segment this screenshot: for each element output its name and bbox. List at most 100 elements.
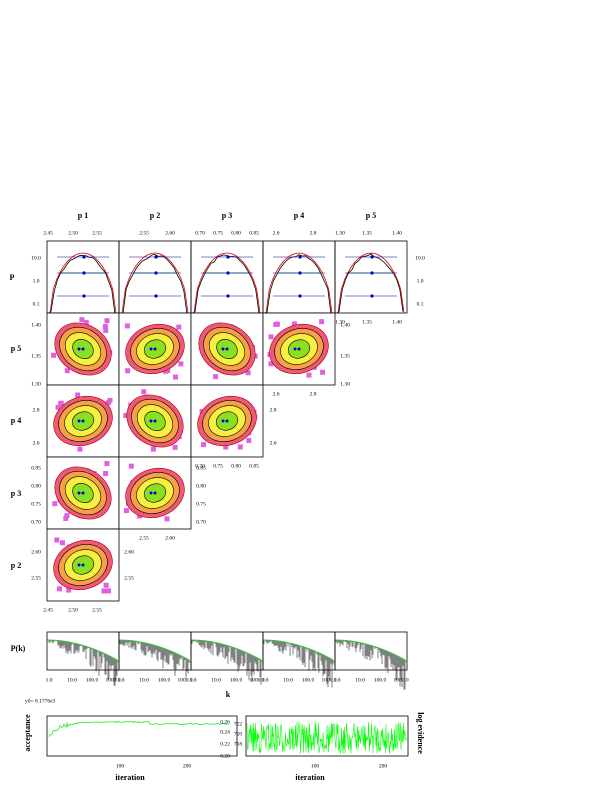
sample-cell <box>141 389 147 395</box>
pk-model <box>46 639 120 663</box>
sample-cell <box>77 446 83 452</box>
best-point <box>297 347 301 351</box>
bottom-tick-label: 2.8 <box>310 391 317 397</box>
y-tick-label: 0.75 <box>31 501 41 507</box>
mean-point <box>149 347 153 351</box>
top-tick-label: 2.50 <box>68 230 78 236</box>
top-tick-label: 0.80 <box>231 230 241 236</box>
y-tick-label: 10.0 <box>31 255 41 261</box>
y-tick-label: 2.60 <box>31 549 41 555</box>
marginal-curve <box>264 252 333 314</box>
pk-panel <box>118 631 192 678</box>
pk-tick-label: 10.0 <box>139 677 149 683</box>
marginal-panel <box>262 240 336 315</box>
best-point <box>81 347 85 351</box>
interval-point <box>82 294 86 298</box>
sample-cell <box>128 463 134 469</box>
column-title: p 5 <box>366 211 376 220</box>
interval-point <box>370 255 374 259</box>
y-tick-label: 720 <box>234 731 243 737</box>
marginal-panel <box>118 240 192 315</box>
pk-label: P(k) <box>11 644 26 653</box>
panel-frame <box>118 456 192 530</box>
pk-tick-label: 1.0 <box>334 677 341 683</box>
sample-cell <box>125 368 131 374</box>
sample-cell <box>103 471 109 477</box>
marginal-curve <box>336 252 405 314</box>
top-tick-label: 1.30 <box>335 230 345 236</box>
sample-cell <box>104 461 110 467</box>
y-tick-label-right: 0.85 <box>196 465 206 471</box>
panel-frame <box>46 715 238 757</box>
y-tick-label: 0.1 <box>33 301 40 307</box>
pk-tick-label: 1.0 <box>118 677 125 683</box>
sample-cell <box>104 318 110 324</box>
sample-cell <box>58 401 64 407</box>
top-tick-label: 2.55 <box>92 230 102 236</box>
contour-panel <box>118 312 192 386</box>
y-tick-label: 0.80 <box>31 483 41 489</box>
bottom-tick-label: 1.35 <box>362 319 372 325</box>
pk-tick-label: 100.0 <box>158 677 171 683</box>
pk-tick-label: 1.0 <box>190 677 197 683</box>
sample-cell <box>176 324 182 330</box>
x-label: iteration <box>115 773 145 782</box>
y-tick-label-right: 0.1 <box>417 301 424 307</box>
evidence-trace <box>246 721 407 755</box>
mean-point <box>149 419 153 423</box>
sample-cell <box>59 540 65 546</box>
marginal-panel <box>334 240 408 314</box>
sample-cell <box>150 446 156 452</box>
mean-point <box>221 419 225 423</box>
y-tick-label-right: 2.8 <box>270 407 277 413</box>
row-label: P <box>10 273 15 282</box>
y-tick-label-right: 0.80 <box>196 483 206 489</box>
top-tick-label: 0.70 <box>195 230 205 236</box>
pk-model <box>118 639 192 663</box>
sample-cell <box>54 537 60 543</box>
y-tick-label: 0.26 <box>220 719 230 725</box>
pk-tick-label: 1.0 <box>262 677 269 683</box>
y-tick-label: 718 <box>234 741 243 747</box>
y-tick-label: 2.55 <box>31 575 41 581</box>
mean-point <box>77 347 81 351</box>
best-point <box>225 347 229 351</box>
sample-cell <box>172 374 178 380</box>
top-tick-label: 2.55 <box>139 230 149 236</box>
sample-cell <box>124 323 130 329</box>
panel-frame <box>334 631 408 671</box>
contour-panel <box>118 384 192 458</box>
bottom-tick-label: 1.30 <box>335 319 345 325</box>
pk-tick-label: 100.0 <box>86 677 99 683</box>
sample-cell <box>107 397 113 403</box>
best-point <box>153 347 157 351</box>
interval-point <box>226 271 230 275</box>
pk-tick-label: 10.0 <box>211 677 221 683</box>
marginal-histogram <box>120 254 188 315</box>
y-tick-label: 0.22 <box>220 741 230 747</box>
sample-cell <box>178 361 184 367</box>
pk-tick-label: 1000.0 <box>393 677 408 683</box>
bottom-tick-label: 0.75 <box>213 463 223 469</box>
row-label: p 3 <box>11 489 21 498</box>
y-tick-label: 722 <box>234 721 243 727</box>
marginal-histogram <box>264 254 332 315</box>
y-label: log evidence <box>416 712 425 754</box>
y-tick-label-right: 10.0 <box>415 255 425 261</box>
column-title: p 3 <box>222 211 232 220</box>
top-tick-label: 0.75 <box>213 230 223 236</box>
pk-tick-label: 10.0 <box>67 677 77 683</box>
top-tick-label: 0.85 <box>249 230 259 236</box>
sample-cell <box>201 442 207 448</box>
contour-panel <box>262 312 336 386</box>
sample-cell <box>246 438 252 444</box>
interval-point <box>226 294 230 298</box>
bottom-tick-label: 2.45 <box>43 607 53 613</box>
pk-tick-label: 100.0 <box>374 677 387 683</box>
bottom-tick-label: 2.60 <box>165 535 175 541</box>
y-tick-label-right: 2.60 <box>124 549 134 555</box>
pk-panel <box>334 631 408 690</box>
pk-model <box>262 639 336 663</box>
marginal-histogram <box>192 254 260 314</box>
